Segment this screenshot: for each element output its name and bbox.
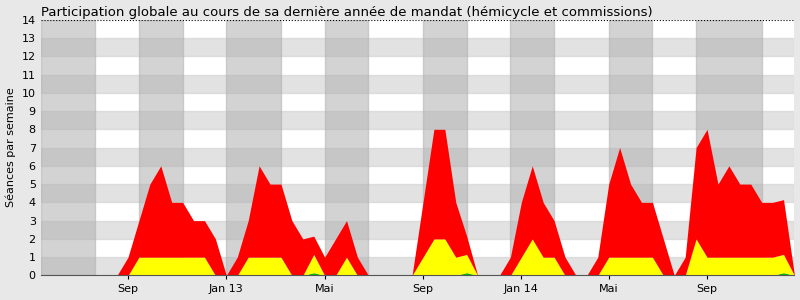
Bar: [41, 20, 95, 275]
Bar: [696, 20, 762, 275]
Y-axis label: Séances par semaine: Séances par semaine: [6, 88, 16, 207]
Bar: [41, 111, 794, 129]
Bar: [41, 148, 794, 166]
Bar: [41, 220, 794, 239]
Bar: [41, 74, 794, 93]
Bar: [41, 184, 794, 202]
Bar: [609, 20, 653, 275]
Text: Participation globale au cours de sa dernière année de mandat (hémicycle et comm: Participation globale au cours de sa der…: [41, 6, 652, 19]
Bar: [423, 20, 466, 275]
Bar: [139, 20, 182, 275]
Bar: [41, 257, 794, 275]
Bar: [226, 20, 281, 275]
Bar: [41, 38, 794, 56]
Bar: [325, 20, 368, 275]
Bar: [510, 20, 554, 275]
